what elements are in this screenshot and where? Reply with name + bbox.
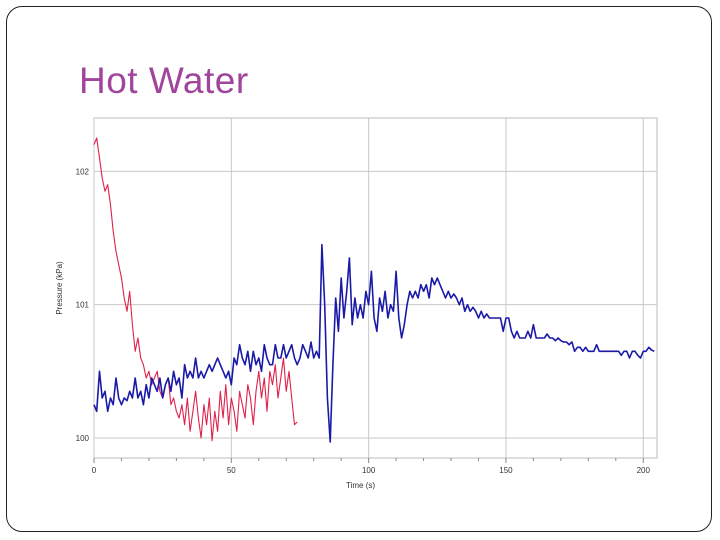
y-axis-label: Pressure (kPa) <box>55 261 64 315</box>
series-line-red <box>93 137 298 442</box>
y-tick-label: 100 <box>76 434 90 443</box>
x-axis-label: Time (s) <box>346 481 375 490</box>
y-tick-label: 101 <box>76 301 90 310</box>
y-tick-label: 102 <box>76 167 90 176</box>
x-tick-label: 0 <box>92 466 97 475</box>
plot-area <box>93 117 658 459</box>
pressure-chart: 0 50 100 150 200 100 101 102 Time (s) Pressure (k… <box>55 117 658 490</box>
x-tick-label: 100 <box>362 466 376 475</box>
x-tick-label: 50 <box>227 466 236 475</box>
chart-container: 0 50 100 150 200 100 101 102 Time (s) Pressure (k… <box>50 112 670 502</box>
x-tick-label: 150 <box>499 466 513 475</box>
x-tick-label: 200 <box>637 466 651 475</box>
slide-title: Hot Water <box>79 60 249 101</box>
series-line-blue <box>93 243 655 443</box>
